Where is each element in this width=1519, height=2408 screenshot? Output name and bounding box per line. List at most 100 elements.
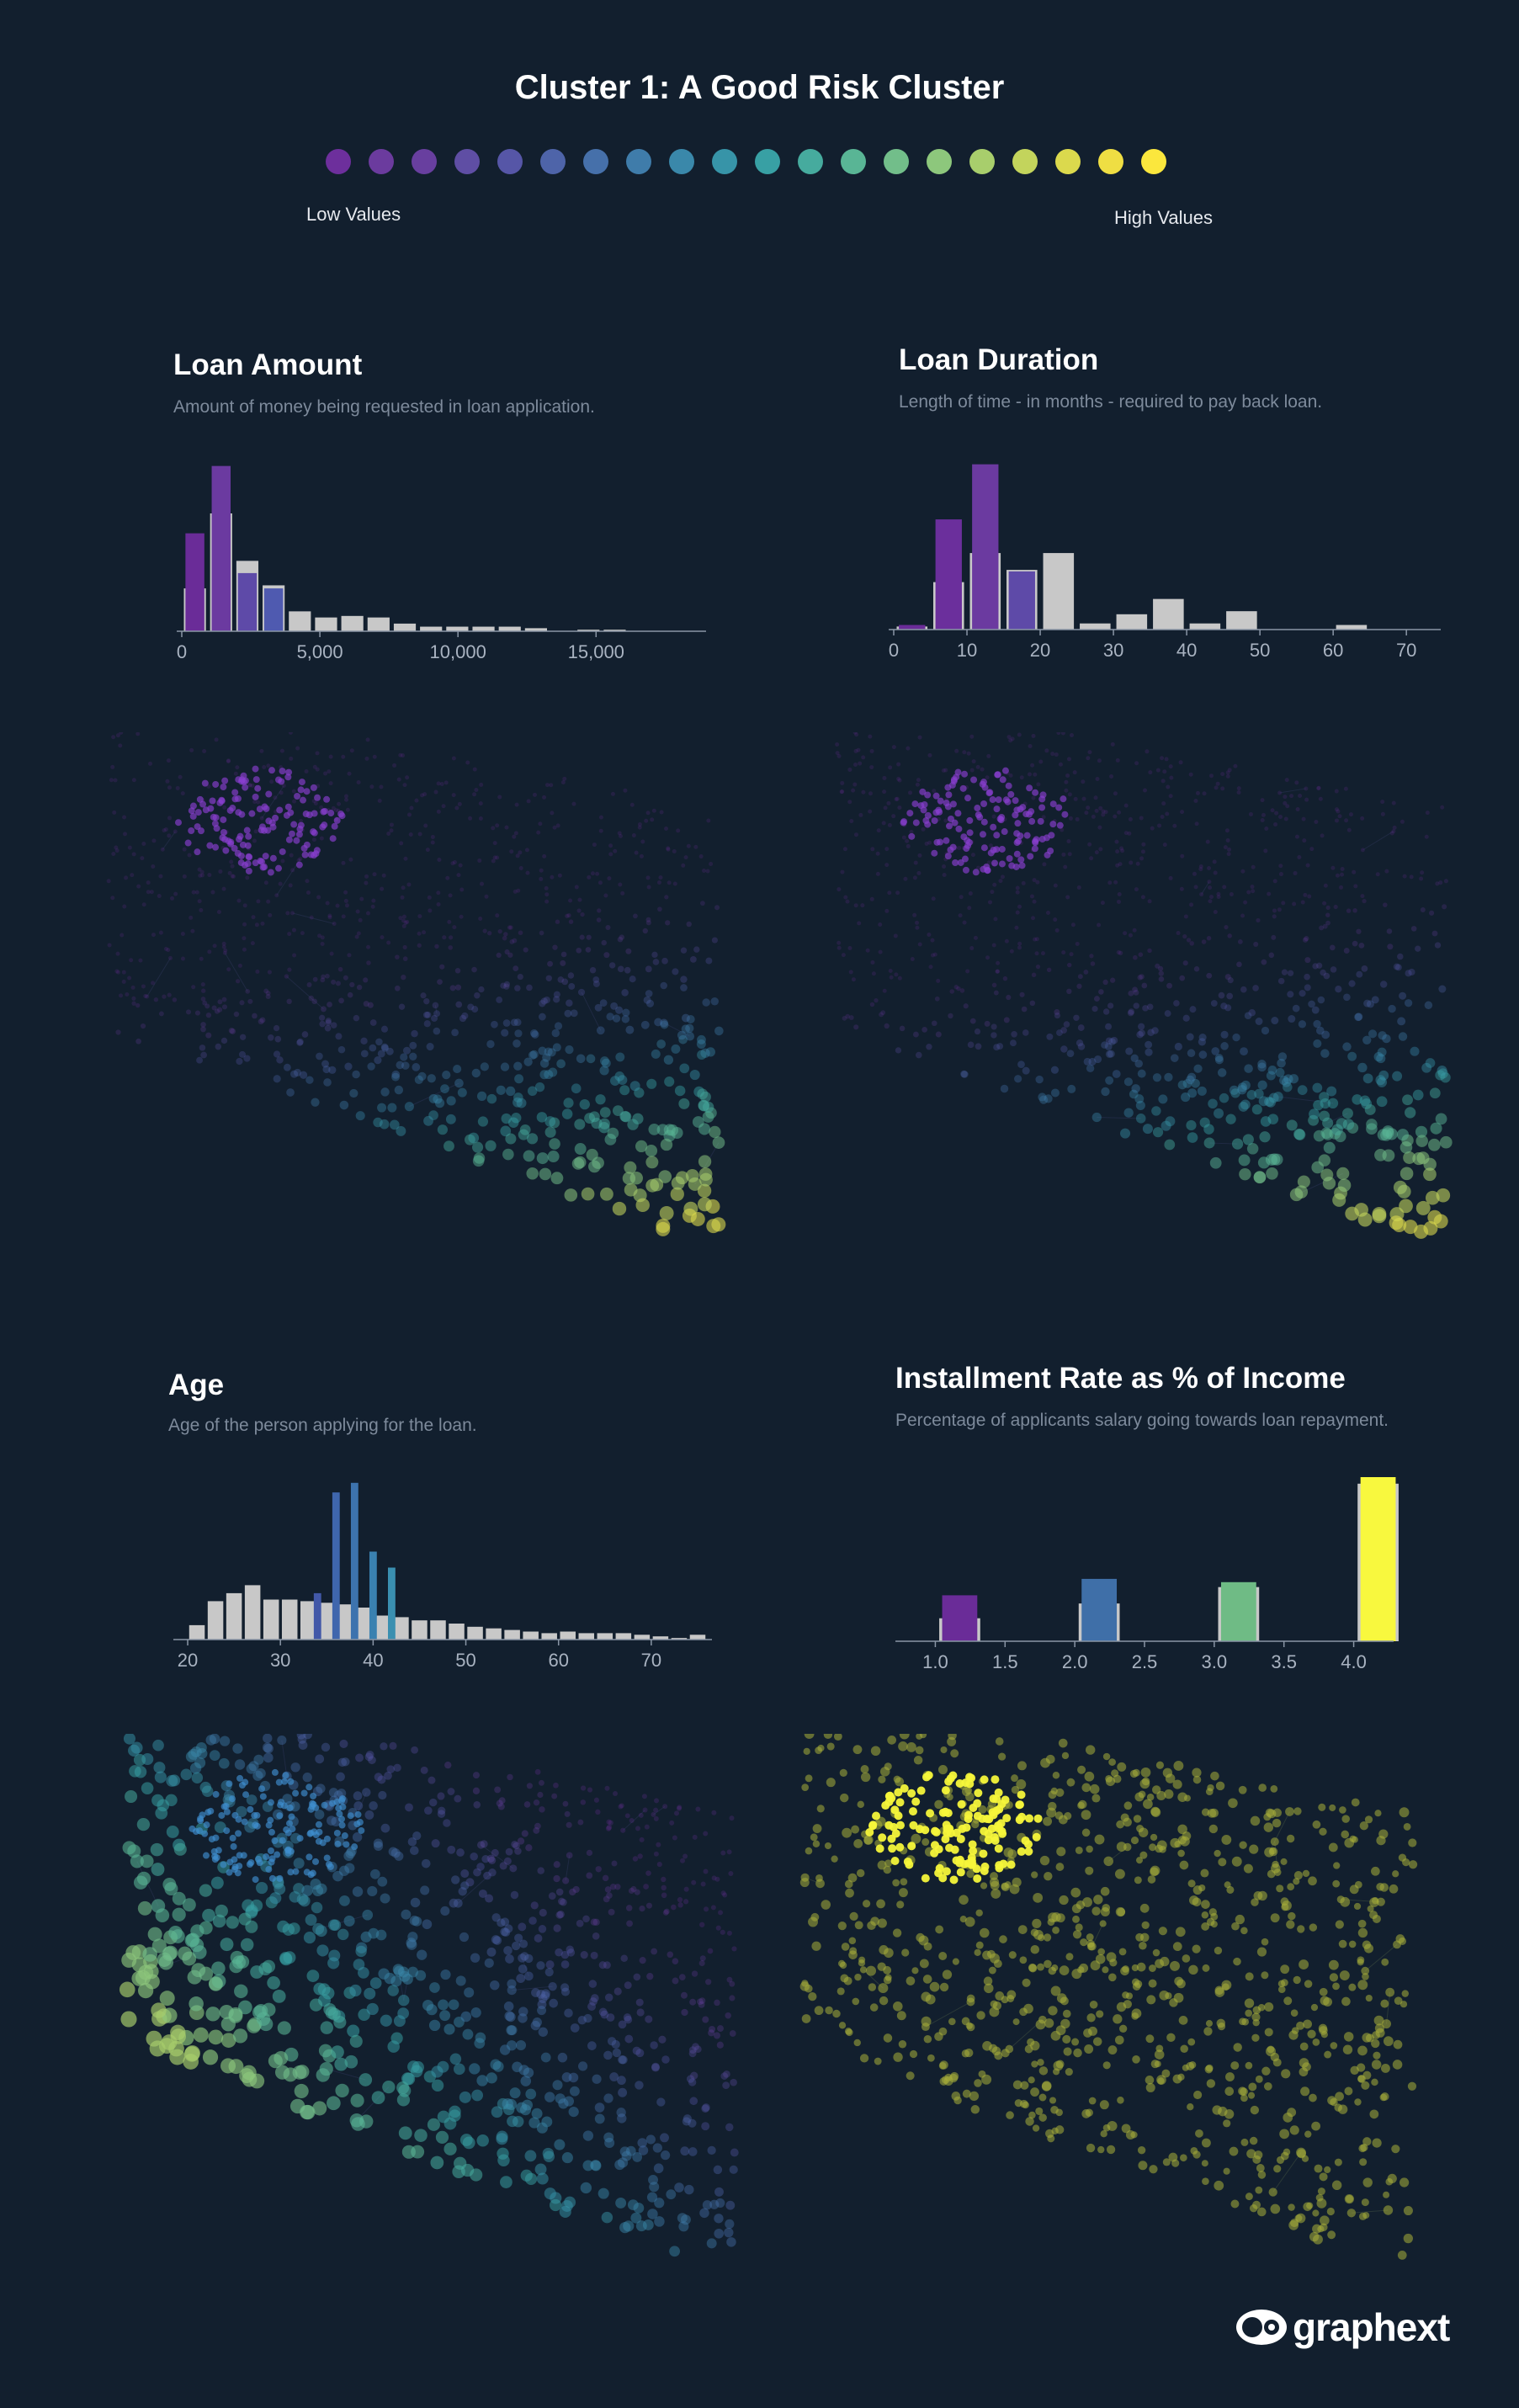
network-node	[800, 1873, 810, 1882]
network-node	[391, 1070, 401, 1079]
network-node	[1272, 1808, 1283, 1818]
network-node	[542, 2147, 555, 2160]
installment-rate-subtitle: Percentage of applicants salary going to…	[895, 1411, 1389, 1430]
network-node	[478, 986, 485, 993]
network-node	[1148, 1964, 1156, 1972]
network-node	[1170, 1054, 1179, 1062]
network-node	[273, 1024, 280, 1032]
network-node	[1363, 999, 1372, 1007]
network-node	[840, 789, 845, 795]
network-node	[1272, 914, 1277, 919]
network-node	[1332, 1982, 1340, 1991]
cluster-node	[961, 770, 969, 778]
network-node	[608, 852, 613, 857]
network-node	[840, 1974, 849, 1983]
network-node	[1304, 957, 1311, 964]
network-node	[1115, 863, 1120, 868]
installment-rate-title: Installment Rate as % of Income	[895, 1362, 1346, 1395]
network-node	[528, 1050, 538, 1060]
network-node	[1319, 2223, 1328, 2232]
network-node	[520, 1952, 529, 1961]
histogram-bar-all	[1080, 623, 1111, 630]
network-node	[600, 1187, 613, 1201]
network-node	[662, 1804, 668, 1810]
network-node	[1299, 2042, 1309, 2051]
network-node	[962, 2089, 971, 2098]
network-node	[1393, 1940, 1401, 1949]
network-node	[437, 858, 442, 863]
network-node	[699, 1955, 706, 1962]
network-node	[1273, 1868, 1282, 1876]
network-node	[1044, 748, 1049, 753]
network-node	[123, 832, 128, 837]
network-node	[883, 805, 888, 811]
network-node	[454, 984, 462, 991]
network-node	[1108, 1758, 1116, 1766]
network-node	[881, 821, 886, 826]
network-node	[1342, 1108, 1353, 1119]
histogram-bar-all	[603, 630, 626, 631]
network-node	[1407, 2081, 1417, 2091]
histogram-bar-all	[244, 1585, 261, 1640]
cluster-node	[282, 1772, 289, 1779]
network-node	[403, 856, 408, 861]
network-node	[299, 818, 304, 823]
network-node	[506, 2025, 517, 2036]
network-node	[1383, 902, 1388, 907]
network-edge	[1097, 1116, 1141, 1119]
network-node	[801, 2014, 811, 2023]
network-node	[407, 1837, 417, 1847]
network-node	[1084, 811, 1089, 816]
network-node	[618, 2087, 628, 2097]
network-node	[1069, 952, 1074, 957]
network-node	[1315, 962, 1323, 969]
network-node	[1246, 890, 1251, 895]
network-node	[553, 1924, 561, 1932]
network-node	[236, 1057, 243, 1066]
network-node	[162, 1946, 177, 1961]
histogram-bar-all	[393, 623, 417, 631]
network-node	[396, 1060, 405, 1070]
network-node	[1083, 1057, 1091, 1066]
network-node	[1272, 908, 1277, 913]
network-node	[953, 985, 959, 990]
network-node	[1437, 1068, 1448, 1079]
network-node	[1046, 967, 1052, 973]
network-node	[1399, 819, 1405, 824]
network-node	[200, 1026, 206, 1033]
x-tick-label: 40	[1176, 640, 1197, 661]
network-node	[1353, 884, 1358, 889]
network-node	[316, 1883, 327, 1895]
network-node	[1182, 1014, 1190, 1022]
network-node	[1207, 866, 1212, 871]
network-node	[680, 947, 688, 954]
network-node	[1252, 2200, 1261, 2209]
network-node	[1393, 1180, 1407, 1194]
histogram-bar-all	[315, 617, 337, 631]
network-node	[1288, 1074, 1299, 1084]
network-node	[498, 1797, 506, 1805]
network-node	[294, 2083, 309, 2098]
network-node	[1158, 975, 1165, 982]
network-node	[708, 2025, 716, 2033]
network-node	[1206, 935, 1212, 941]
network-node	[1192, 1767, 1202, 1778]
network-node	[443, 1140, 454, 1152]
network-node	[544, 1047, 553, 1056]
network-node	[331, 805, 336, 811]
network-node	[611, 1860, 618, 1867]
network-node	[539, 1806, 545, 1813]
network-node	[1052, 1771, 1060, 1779]
network-node	[1270, 1837, 1279, 1847]
network-node	[252, 1770, 263, 1781]
network-node	[251, 915, 256, 920]
network-node	[725, 2123, 734, 2132]
network-node	[1132, 1982, 1141, 1991]
cluster-node	[220, 816, 227, 823]
network-node	[1091, 1794, 1101, 1803]
network-node	[633, 913, 638, 919]
network-node	[1372, 2138, 1382, 2148]
network-node	[1010, 736, 1015, 742]
network-node	[1213, 870, 1218, 875]
network-node	[536, 1152, 549, 1165]
